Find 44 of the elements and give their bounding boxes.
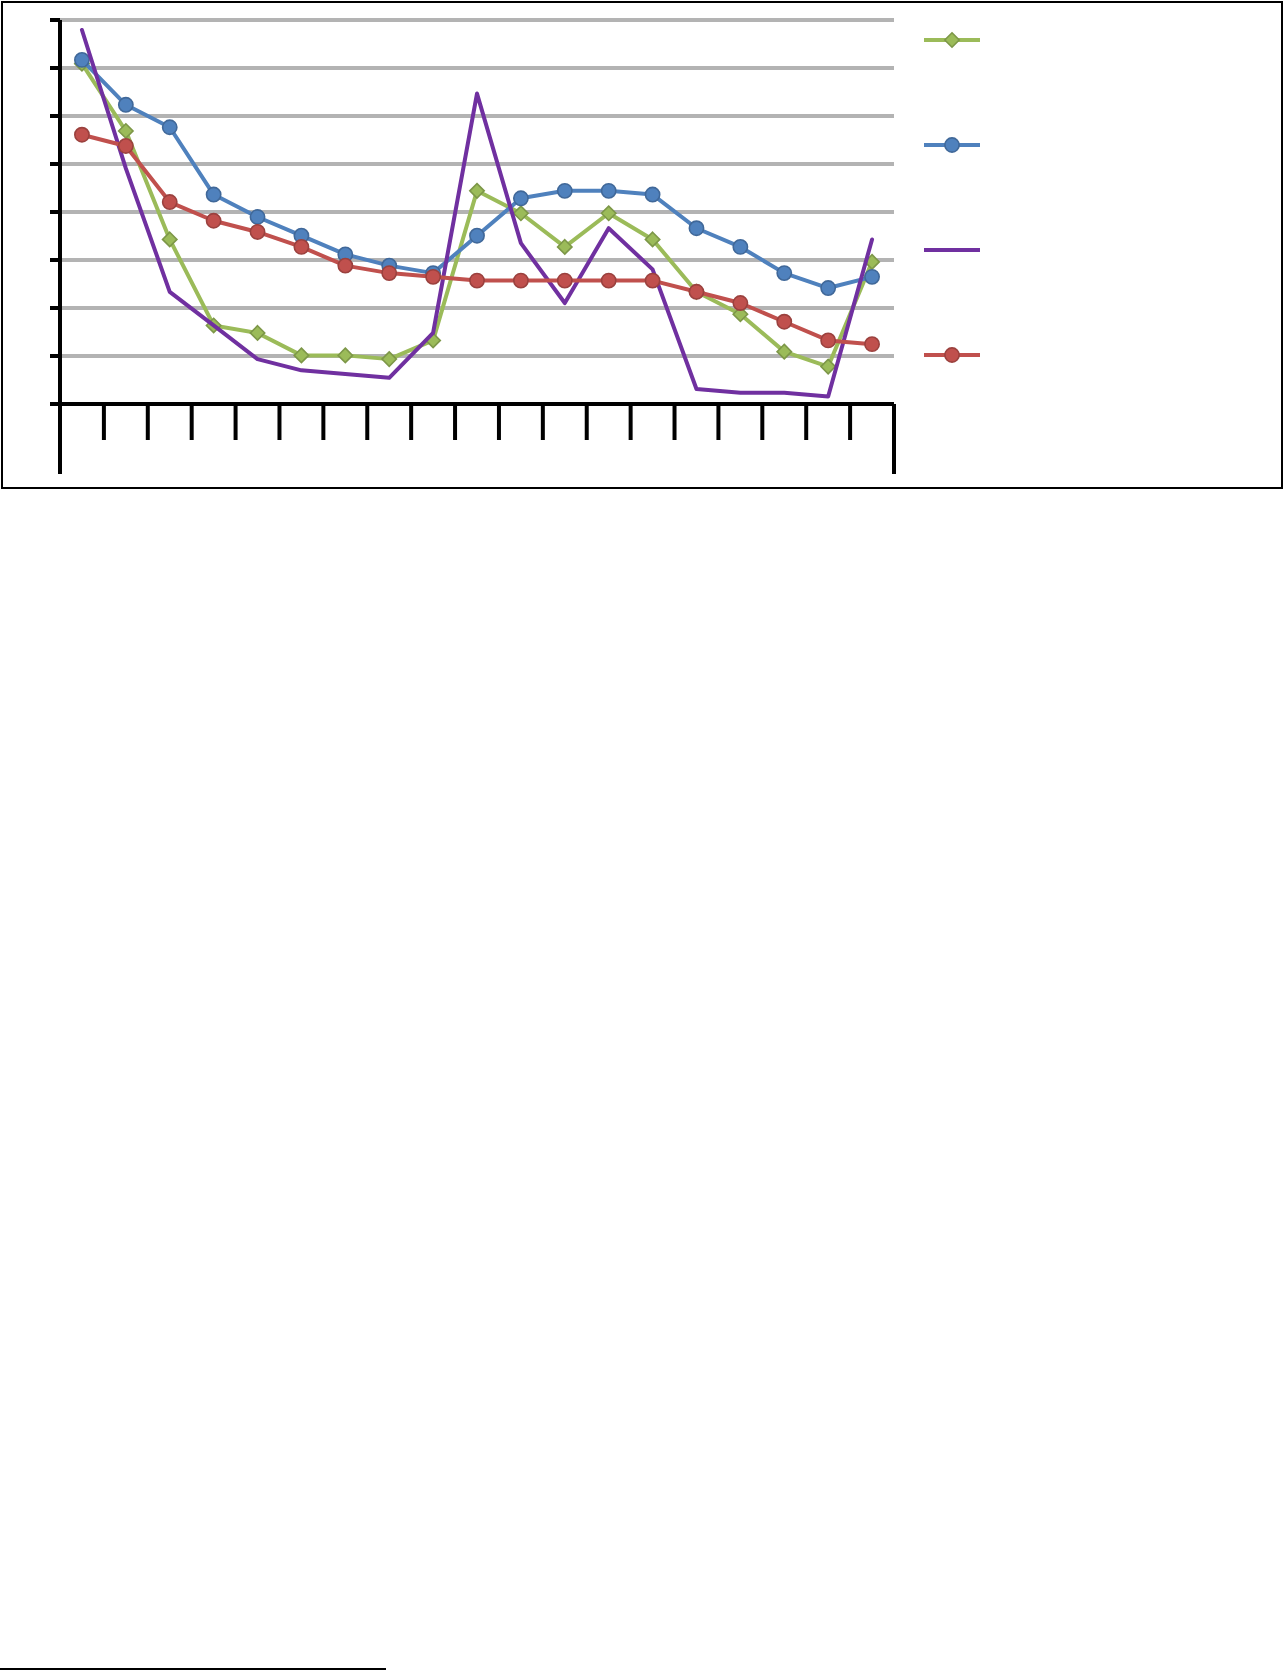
point bbox=[732, 295, 749, 311]
point bbox=[117, 122, 134, 139]
point bbox=[381, 351, 398, 368]
point bbox=[644, 272, 661, 289]
point bbox=[556, 272, 573, 289]
point bbox=[600, 205, 617, 222]
point bbox=[117, 138, 134, 154]
point bbox=[820, 280, 837, 296]
point bbox=[820, 332, 837, 349]
point bbox=[293, 239, 310, 255]
point bbox=[249, 324, 266, 341]
point bbox=[776, 265, 793, 282]
point bbox=[293, 347, 310, 364]
point bbox=[469, 182, 485, 199]
point bbox=[512, 205, 529, 222]
point bbox=[776, 343, 793, 360]
point bbox=[512, 272, 529, 289]
point bbox=[249, 224, 266, 240]
point bbox=[249, 209, 266, 225]
point bbox=[600, 182, 617, 199]
point bbox=[644, 186, 661, 203]
point bbox=[337, 257, 354, 274]
point bbox=[556, 238, 573, 255]
point bbox=[117, 96, 134, 113]
point bbox=[864, 336, 880, 353]
point bbox=[776, 313, 793, 330]
point bbox=[688, 220, 705, 237]
point bbox=[864, 268, 880, 285]
point bbox=[600, 272, 617, 289]
point bbox=[469, 227, 485, 244]
point bbox=[205, 212, 222, 229]
point bbox=[556, 182, 573, 199]
point bbox=[337, 347, 354, 364]
point bbox=[161, 231, 178, 248]
point bbox=[161, 194, 178, 210]
point bbox=[732, 239, 749, 255]
point bbox=[644, 231, 661, 248]
point bbox=[161, 119, 178, 136]
point bbox=[74, 126, 90, 143]
point bbox=[205, 186, 222, 203]
point bbox=[512, 190, 529, 207]
point bbox=[469, 272, 485, 289]
point bbox=[381, 265, 398, 282]
point bbox=[820, 358, 837, 375]
